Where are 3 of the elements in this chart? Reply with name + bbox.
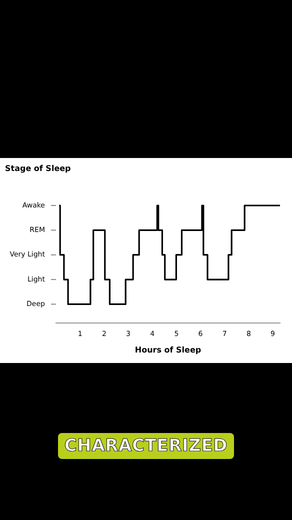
text: CHARACTERIZED: [58, 433, 234, 459]
x-axis-title: Hours of Sleep: [134, 345, 202, 354]
y-axis-title: Stage of Sleep: [5, 164, 72, 174]
